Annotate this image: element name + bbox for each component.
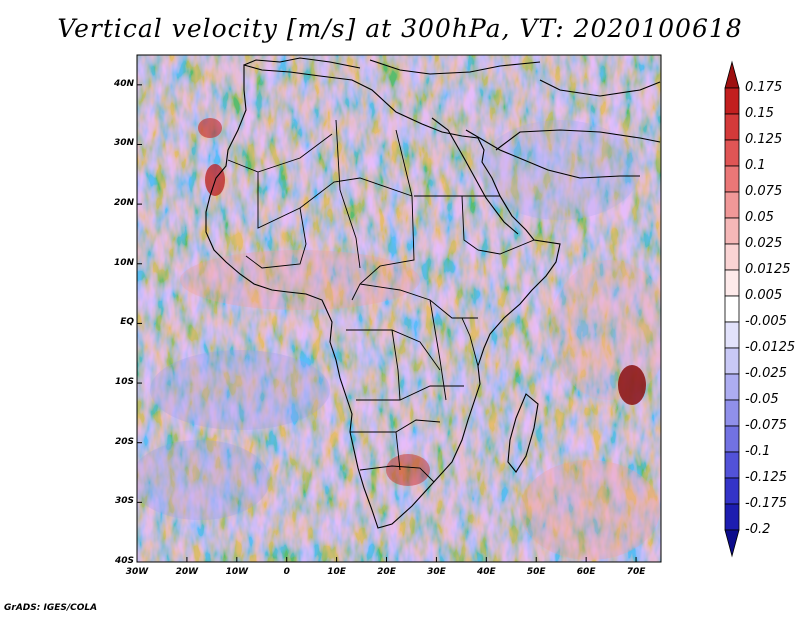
colorbar-segment	[724, 87, 740, 115]
x-tick-label: 30W	[125, 567, 149, 577]
colorbar-segment	[724, 269, 740, 297]
colorbar-segment	[724, 477, 740, 505]
x-tick-label: 10E	[327, 567, 346, 577]
x-tick-label: 60E	[576, 567, 596, 577]
grads-credit: GrADS: IGES/COLA	[4, 603, 98, 613]
map-frame	[136, 54, 662, 563]
axis-ticks	[136, 84, 637, 563]
colorbar-segment	[724, 373, 740, 401]
y-tick-label: 40S	[114, 556, 134, 566]
y-tick-label: 10S	[114, 377, 134, 388]
colorbar-label: -0.05	[745, 392, 779, 407]
colorbar-segment	[724, 165, 740, 193]
colorbar-segment	[724, 243, 740, 271]
colorbar-segment	[724, 399, 740, 427]
x-tick-label: 50E	[526, 567, 546, 577]
colorbar-label: -0.025	[745, 366, 787, 381]
colorbar-label: 0.05	[745, 210, 774, 225]
y-tick-label: 20N	[113, 198, 134, 209]
colorbar-segment	[724, 451, 740, 479]
x-tick-label: 40E	[476, 567, 496, 577]
y-tick-label: EQ	[120, 317, 134, 328]
y-tick-label: 10N	[113, 257, 134, 268]
velocity-field	[137, 55, 661, 562]
colorbar-label: -0.2	[745, 522, 771, 537]
colorbar-label: 0.15	[745, 106, 774, 121]
colorbar-segment	[724, 139, 740, 167]
colorbar-label: -0.1	[745, 444, 771, 459]
colorbar	[724, 60, 740, 558]
colorbar-label: 0.1	[745, 158, 766, 173]
x-tick-label: 20E	[377, 567, 396, 577]
colorbar-segment	[724, 321, 740, 349]
colorbar-segment	[724, 217, 740, 245]
y-tick-label: 30N	[113, 138, 134, 149]
colorbar-label: 0.125	[745, 132, 783, 147]
x-tick-label: 0	[283, 567, 290, 577]
y-tick-label: 20S	[114, 436, 134, 447]
x-tick-label: 30E	[427, 567, 446, 577]
x-tick-label: 70E	[626, 567, 646, 577]
colorbar-bottom-arrow	[724, 529, 740, 558]
colorbar-segment	[724, 347, 740, 375]
x-tick-label: 10W	[225, 567, 249, 577]
colorbar-label: -0.125	[745, 470, 787, 485]
colorbar-label: 0.0125	[745, 262, 791, 277]
colorbar-segment	[724, 295, 740, 323]
colorbar-segment	[724, 113, 740, 141]
country-borders	[227, 119, 535, 483]
colorbar-label: -0.175	[745, 496, 787, 511]
y-tick-label: 40N	[113, 78, 134, 89]
map-title: Vertical velocity [m/s] at 300hPa, VT: 2…	[57, 14, 743, 43]
colorbar-label: -0.005	[745, 314, 787, 329]
colorbar-segment	[724, 191, 740, 219]
colorbar-top-arrow	[724, 60, 740, 89]
y-tick-label: 30S	[114, 496, 134, 507]
colorbar-label: 0.005	[745, 288, 783, 303]
colorbar-segment	[724, 425, 740, 453]
colorbar-label: 0.075	[745, 184, 783, 199]
colorbar-label: -0.075	[745, 418, 787, 433]
colorbar-label: 0.175	[745, 80, 783, 95]
colorbar-segment	[724, 503, 740, 531]
colorbar-label: 0.025	[745, 236, 783, 251]
colorbar-label: -0.0125	[745, 340, 796, 355]
coastlines	[205, 57, 661, 529]
x-tick-label: 20W	[175, 567, 199, 577]
